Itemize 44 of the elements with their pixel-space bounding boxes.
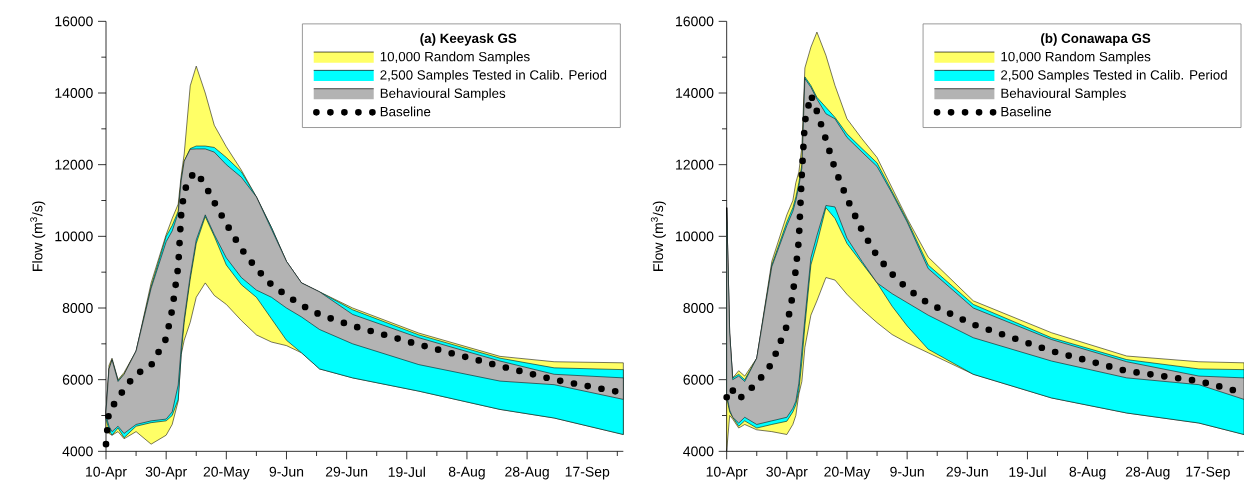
- x-tick-label: 17-Sep: [565, 466, 610, 480]
- legend-title: (a) Keeyask GS: [420, 33, 517, 46]
- x-tick-label: 19-Jul: [1009, 466, 1046, 477]
- legend-title: (b) Conawapa GS: [1041, 33, 1151, 46]
- x-tick-label: 30-Apr: [145, 466, 187, 480]
- y-tick-label: 6000: [683, 374, 714, 385]
- y-tick-label: 10000: [55, 231, 93, 242]
- x-tick-label: 28-Aug: [505, 466, 549, 480]
- legend-label: 10,000 Random Samples: [380, 51, 530, 64]
- legend-label: 2,500 Samples Tested in Calib. Period: [380, 69, 607, 83]
- y-tick-label: 16000: [55, 16, 93, 27]
- y-tick-label: 4000: [62, 446, 93, 457]
- y-tick-label: 8000: [62, 303, 93, 313]
- y-tick-label: 4000: [683, 446, 714, 457]
- x-tick-label: 19-Jul: [388, 466, 425, 477]
- y-tick-label: 6000: [62, 374, 93, 385]
- legend-label: 10,000 Random Samples: [1001, 51, 1151, 64]
- x-tick-label: 8-Aug: [1069, 466, 1106, 480]
- legend-label: 2,500 Samples Tested in Calib. Period: [1001, 69, 1227, 83]
- x-tick-label: 9-Jun: [269, 466, 304, 477]
- x-tick-label: 28-Aug: [1125, 466, 1170, 480]
- y-tick-label: 12000: [676, 159, 714, 170]
- x-tick-label: 8-Aug: [448, 466, 485, 480]
- x-tick-label: 20-May: [824, 466, 871, 480]
- legend-label: Baseline: [1001, 106, 1051, 117]
- x-tick-label: 17-Sep: [1186, 466, 1230, 480]
- y-tick-label: 8000: [683, 303, 714, 313]
- y-tick-label: 14000: [676, 88, 714, 98]
- legend-label: Behavioural Samples: [380, 88, 506, 101]
- x-tick-label: 9-Jun: [890, 466, 924, 477]
- x-tick-label: 30-Apr: [766, 466, 808, 480]
- x-tick-label: 29-Jun: [946, 466, 988, 477]
- y-tick-label: 10000: [676, 231, 714, 242]
- y-tick-label: 14000: [55, 88, 93, 98]
- x-tick-label: 10-Apr: [86, 466, 127, 480]
- x-tick-label: 10-Apr: [706, 466, 748, 480]
- y-tick-label: 16000: [676, 16, 714, 27]
- y-tick-label: 12000: [55, 159, 93, 170]
- x-tick-label: 29-Jun: [325, 466, 368, 477]
- legend-label: Behavioural Samples: [1001, 88, 1126, 101]
- y-axis-title: Flow (m$^{3}$/s): [30, 201, 46, 271]
- y-axis-title: Flow (m$^{3}$/s): [650, 201, 666, 271]
- x-tick-label: 20-May: [203, 466, 250, 480]
- legend-label: Baseline: [380, 106, 431, 117]
